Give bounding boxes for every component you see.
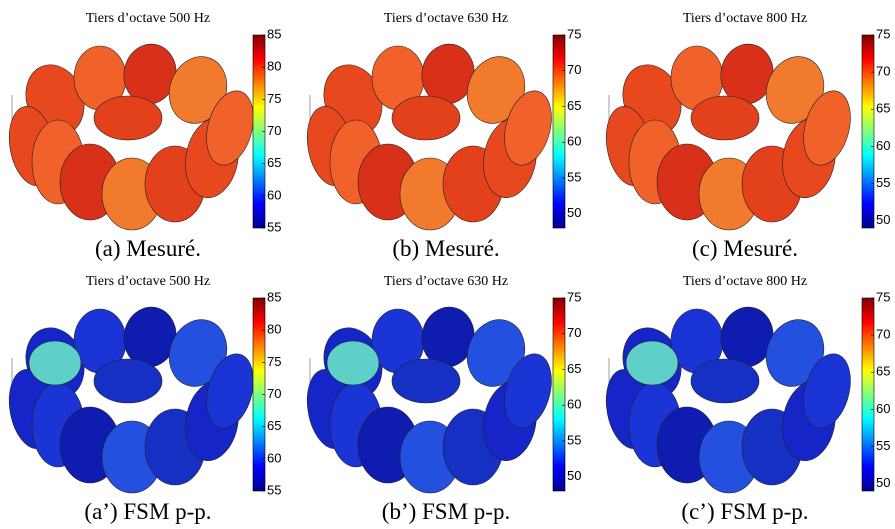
- surface-patch: [803, 90, 851, 166]
- colorbar-tick-label: 60: [567, 134, 581, 149]
- panel-caption: (b’) FSM p-p.: [382, 499, 510, 524]
- panel-title: Tiers d’octave 500 Hz: [86, 274, 210, 289]
- colorbar: [861, 34, 875, 229]
- colorbar-tick-label: 75: [567, 289, 581, 304]
- surface-patch: [206, 90, 254, 166]
- panel-title: Tiers d’octave 630 Hz: [384, 274, 508, 289]
- panel-caption: (c’) FSM p-p.: [681, 499, 808, 524]
- colorbar-tick-label: 80: [267, 59, 281, 74]
- colorbar-tick-label: 55: [567, 432, 581, 447]
- colorbar-tick-label: 70: [267, 386, 281, 401]
- colorbar: [552, 297, 566, 492]
- panel: Tiers d’octave 500 Hz 55 60 65 70 75 80 85 (a) M…: [8, 11, 281, 261]
- colorbar-tick-label: 75: [876, 289, 890, 304]
- panel-caption: (b) Mesuré.: [392, 236, 499, 261]
- colorbar-tick-label: 55: [267, 482, 281, 497]
- colorbar-tick-label: 55: [567, 169, 581, 184]
- panel-title: Tiers d’octave 630 Hz: [384, 11, 508, 26]
- surface-patch: [690, 95, 760, 141]
- colorbar-tick-label: 75: [267, 91, 281, 106]
- panel: Tiers d’octave 800 Hz 50 55 60 65 70 75 (c’) FS…: [605, 274, 890, 524]
- panel: Tiers d’octave 630 Hz 50 55 60 65 70 75 (b) Mes…: [306, 11, 581, 261]
- colorbar-tick-label: 70: [567, 62, 581, 77]
- colorbar-tick-label: 80: [267, 322, 281, 337]
- colorbar-tick-label: 60: [876, 138, 890, 153]
- colorbar-tick-label: 65: [267, 418, 281, 433]
- surface-patch: [803, 353, 851, 429]
- colorbar-tick-label: 60: [567, 397, 581, 412]
- colorbar-tick-label: 75: [267, 354, 281, 369]
- colorbar-tick-label: 60: [267, 187, 281, 202]
- surface-patch: [206, 353, 254, 429]
- colorbar-tick-label: 55: [876, 175, 890, 190]
- panel: Tiers d’octave 630 Hz 50 55 60 65 70 75 (b’) FS…: [306, 274, 581, 524]
- panel-caption: (a) Mesuré.: [95, 236, 201, 261]
- colorbar: [861, 297, 875, 492]
- colorbar-tick-label: 65: [567, 98, 581, 113]
- surface-patch: [625, 340, 679, 386]
- panel-title: Tiers d’octave 800 Hz: [683, 274, 807, 289]
- colorbar-tick-label: 50: [876, 475, 890, 490]
- colorbar-tick-label: 85: [267, 26, 281, 41]
- colorbar-tick-label: 50: [876, 212, 890, 227]
- colorbar: [552, 34, 566, 229]
- surface-patch: [93, 358, 163, 404]
- surface-patch: [391, 358, 461, 404]
- colorbar-tick-label: 50: [567, 468, 581, 483]
- panel-caption: (c) Mesuré.: [692, 236, 798, 261]
- colorbar-tick-label: 60: [876, 401, 890, 416]
- colorbar-tick-label: 50: [567, 205, 581, 220]
- colorbar-tick-label: 55: [876, 438, 890, 453]
- surface-patch: [504, 353, 552, 429]
- colorbar-tick-label: 65: [876, 101, 890, 116]
- colorbar-tick-label: 65: [876, 364, 890, 379]
- surface-patch: [93, 95, 163, 141]
- panel: Tiers d’octave 800 Hz 50 55 60 65 70 75 (c) Mes…: [605, 11, 890, 261]
- colorbar-tick-label: 75: [567, 26, 581, 41]
- surface-patch: [28, 340, 82, 386]
- panel-title: Tiers d’octave 500 Hz: [86, 11, 210, 26]
- surface-patch: [504, 90, 552, 166]
- colorbar-tick-label: 70: [876, 64, 890, 79]
- colorbar-tick-label: 85: [267, 289, 281, 304]
- panel: Tiers d’octave 500 Hz 55 60 65 70 75 80 85 (a’) …: [8, 274, 281, 524]
- colorbar-tick-label: 70: [267, 123, 281, 138]
- colorbar-tick-label: 60: [267, 450, 281, 465]
- colorbar-tick-label: 75: [876, 26, 890, 41]
- colorbar-tick-label: 65: [267, 155, 281, 170]
- surface-patch: [391, 95, 461, 141]
- colorbar-tick-label: 65: [567, 361, 581, 376]
- surface-patch: [326, 340, 380, 386]
- surface-patch: [690, 358, 760, 404]
- colorbar-tick-label: 70: [876, 327, 890, 342]
- panel-caption: (a’) FSM p-p.: [84, 499, 211, 524]
- panel-title: Tiers d’octave 800 Hz: [683, 11, 807, 26]
- colorbar-tick-label: 55: [267, 219, 281, 234]
- colorbar-tick-label: 70: [567, 325, 581, 340]
